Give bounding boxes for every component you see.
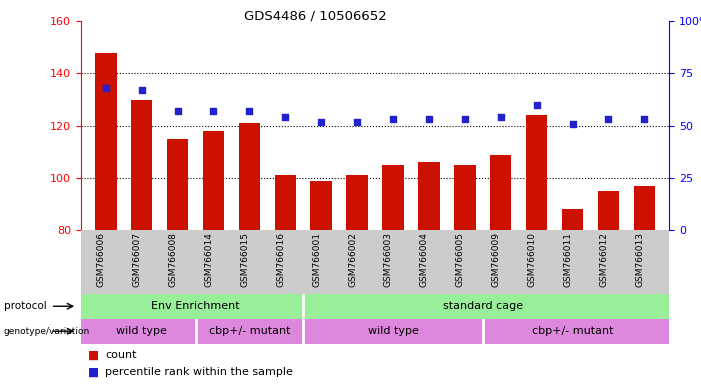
Text: wild type: wild type xyxy=(116,326,167,336)
Text: GSM766004: GSM766004 xyxy=(420,232,429,287)
Bar xyxy=(275,175,296,230)
Point xyxy=(351,119,362,125)
Bar xyxy=(167,139,189,230)
Bar xyxy=(526,115,547,230)
Point xyxy=(423,116,435,122)
Point xyxy=(459,116,470,122)
Text: GSM766006: GSM766006 xyxy=(97,232,106,287)
Text: ■: ■ xyxy=(88,349,99,362)
Text: GSM766005: GSM766005 xyxy=(456,232,465,287)
Text: GSM766016: GSM766016 xyxy=(276,232,285,287)
Text: GSM766009: GSM766009 xyxy=(491,232,501,287)
Text: GSM766014: GSM766014 xyxy=(205,232,214,287)
Text: GDS4486 / 10506652: GDS4486 / 10506652 xyxy=(244,10,387,23)
Bar xyxy=(382,165,404,230)
Bar xyxy=(131,99,152,230)
Text: ■: ■ xyxy=(88,366,99,379)
Text: GSM766003: GSM766003 xyxy=(384,232,393,287)
Point xyxy=(388,116,399,122)
Text: GSM766007: GSM766007 xyxy=(132,232,142,287)
Text: standard cage: standard cage xyxy=(443,301,523,311)
Point xyxy=(100,85,111,91)
Bar xyxy=(346,175,368,230)
Text: count: count xyxy=(105,350,137,360)
Bar xyxy=(490,154,512,230)
Point xyxy=(603,116,614,122)
Point xyxy=(495,114,506,121)
Text: GSM766010: GSM766010 xyxy=(528,232,536,287)
Point xyxy=(639,116,650,122)
Text: GSM766008: GSM766008 xyxy=(168,232,177,287)
Text: wild type: wild type xyxy=(367,326,418,336)
Bar xyxy=(562,210,583,230)
Text: cbp+/- mutant: cbp+/- mutant xyxy=(532,326,613,336)
Text: percentile rank within the sample: percentile rank within the sample xyxy=(105,367,293,377)
Point xyxy=(208,108,219,114)
Text: GSM766012: GSM766012 xyxy=(599,232,608,287)
Text: GSM766002: GSM766002 xyxy=(348,232,357,287)
Text: GSM766013: GSM766013 xyxy=(635,232,644,287)
Bar xyxy=(238,123,260,230)
Point xyxy=(280,114,291,121)
Point xyxy=(136,87,147,93)
Text: GSM766015: GSM766015 xyxy=(240,232,250,287)
Text: Env Enrichment: Env Enrichment xyxy=(151,301,240,311)
Bar xyxy=(311,181,332,230)
Point xyxy=(172,108,183,114)
Text: GSM766011: GSM766011 xyxy=(564,232,573,287)
Text: cbp+/- mutant: cbp+/- mutant xyxy=(209,326,290,336)
Point xyxy=(315,119,327,125)
Text: protocol: protocol xyxy=(4,301,46,311)
Point xyxy=(567,121,578,127)
Text: genotype/variation: genotype/variation xyxy=(4,327,90,336)
Text: GSM766001: GSM766001 xyxy=(312,232,321,287)
Bar xyxy=(418,162,440,230)
Bar xyxy=(203,131,224,230)
Point xyxy=(531,102,542,108)
Bar xyxy=(454,165,475,230)
Point xyxy=(244,108,255,114)
Bar xyxy=(634,186,655,230)
Bar xyxy=(95,53,116,230)
Bar xyxy=(598,191,619,230)
